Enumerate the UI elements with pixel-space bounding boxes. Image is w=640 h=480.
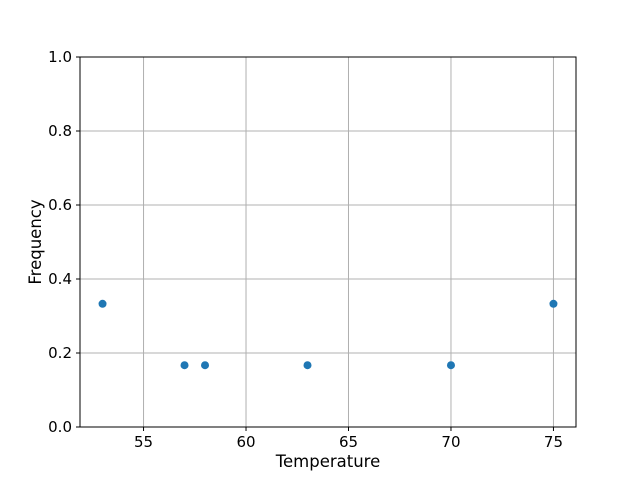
axes-layer [76, 56, 577, 431]
x-tick-label: 55 [134, 433, 153, 451]
x-tick-label: 65 [339, 433, 358, 451]
x-tick-label: 60 [236, 433, 255, 451]
y-tick-label: 0.6 [48, 196, 72, 214]
grid-layer [80, 56, 576, 428]
y-tick-label: 0.2 [48, 344, 72, 362]
x-tick-label: 75 [544, 433, 563, 451]
y-axis-label: Frequency [26, 199, 45, 284]
y-tick-label: 0.0 [48, 418, 72, 436]
y-tick-label: 1.0 [48, 48, 72, 66]
data-point [446, 361, 455, 370]
data-point [303, 361, 312, 370]
y-tick-label: 0.8 [48, 122, 72, 140]
x-tick-label: 70 [441, 433, 460, 451]
tick-labels-layer: 55 60 65 70 75 0.0 0.2 0.4 0.6 0.8 1.0 [48, 48, 563, 451]
plot-border [79, 56, 577, 428]
data-point [180, 361, 189, 370]
data-point [201, 361, 210, 370]
data-point [98, 299, 107, 308]
y-tick-label: 0.4 [48, 270, 72, 288]
points-layer [98, 299, 558, 370]
data-point [549, 299, 558, 308]
x-axis-label: Temperature [275, 452, 381, 471]
